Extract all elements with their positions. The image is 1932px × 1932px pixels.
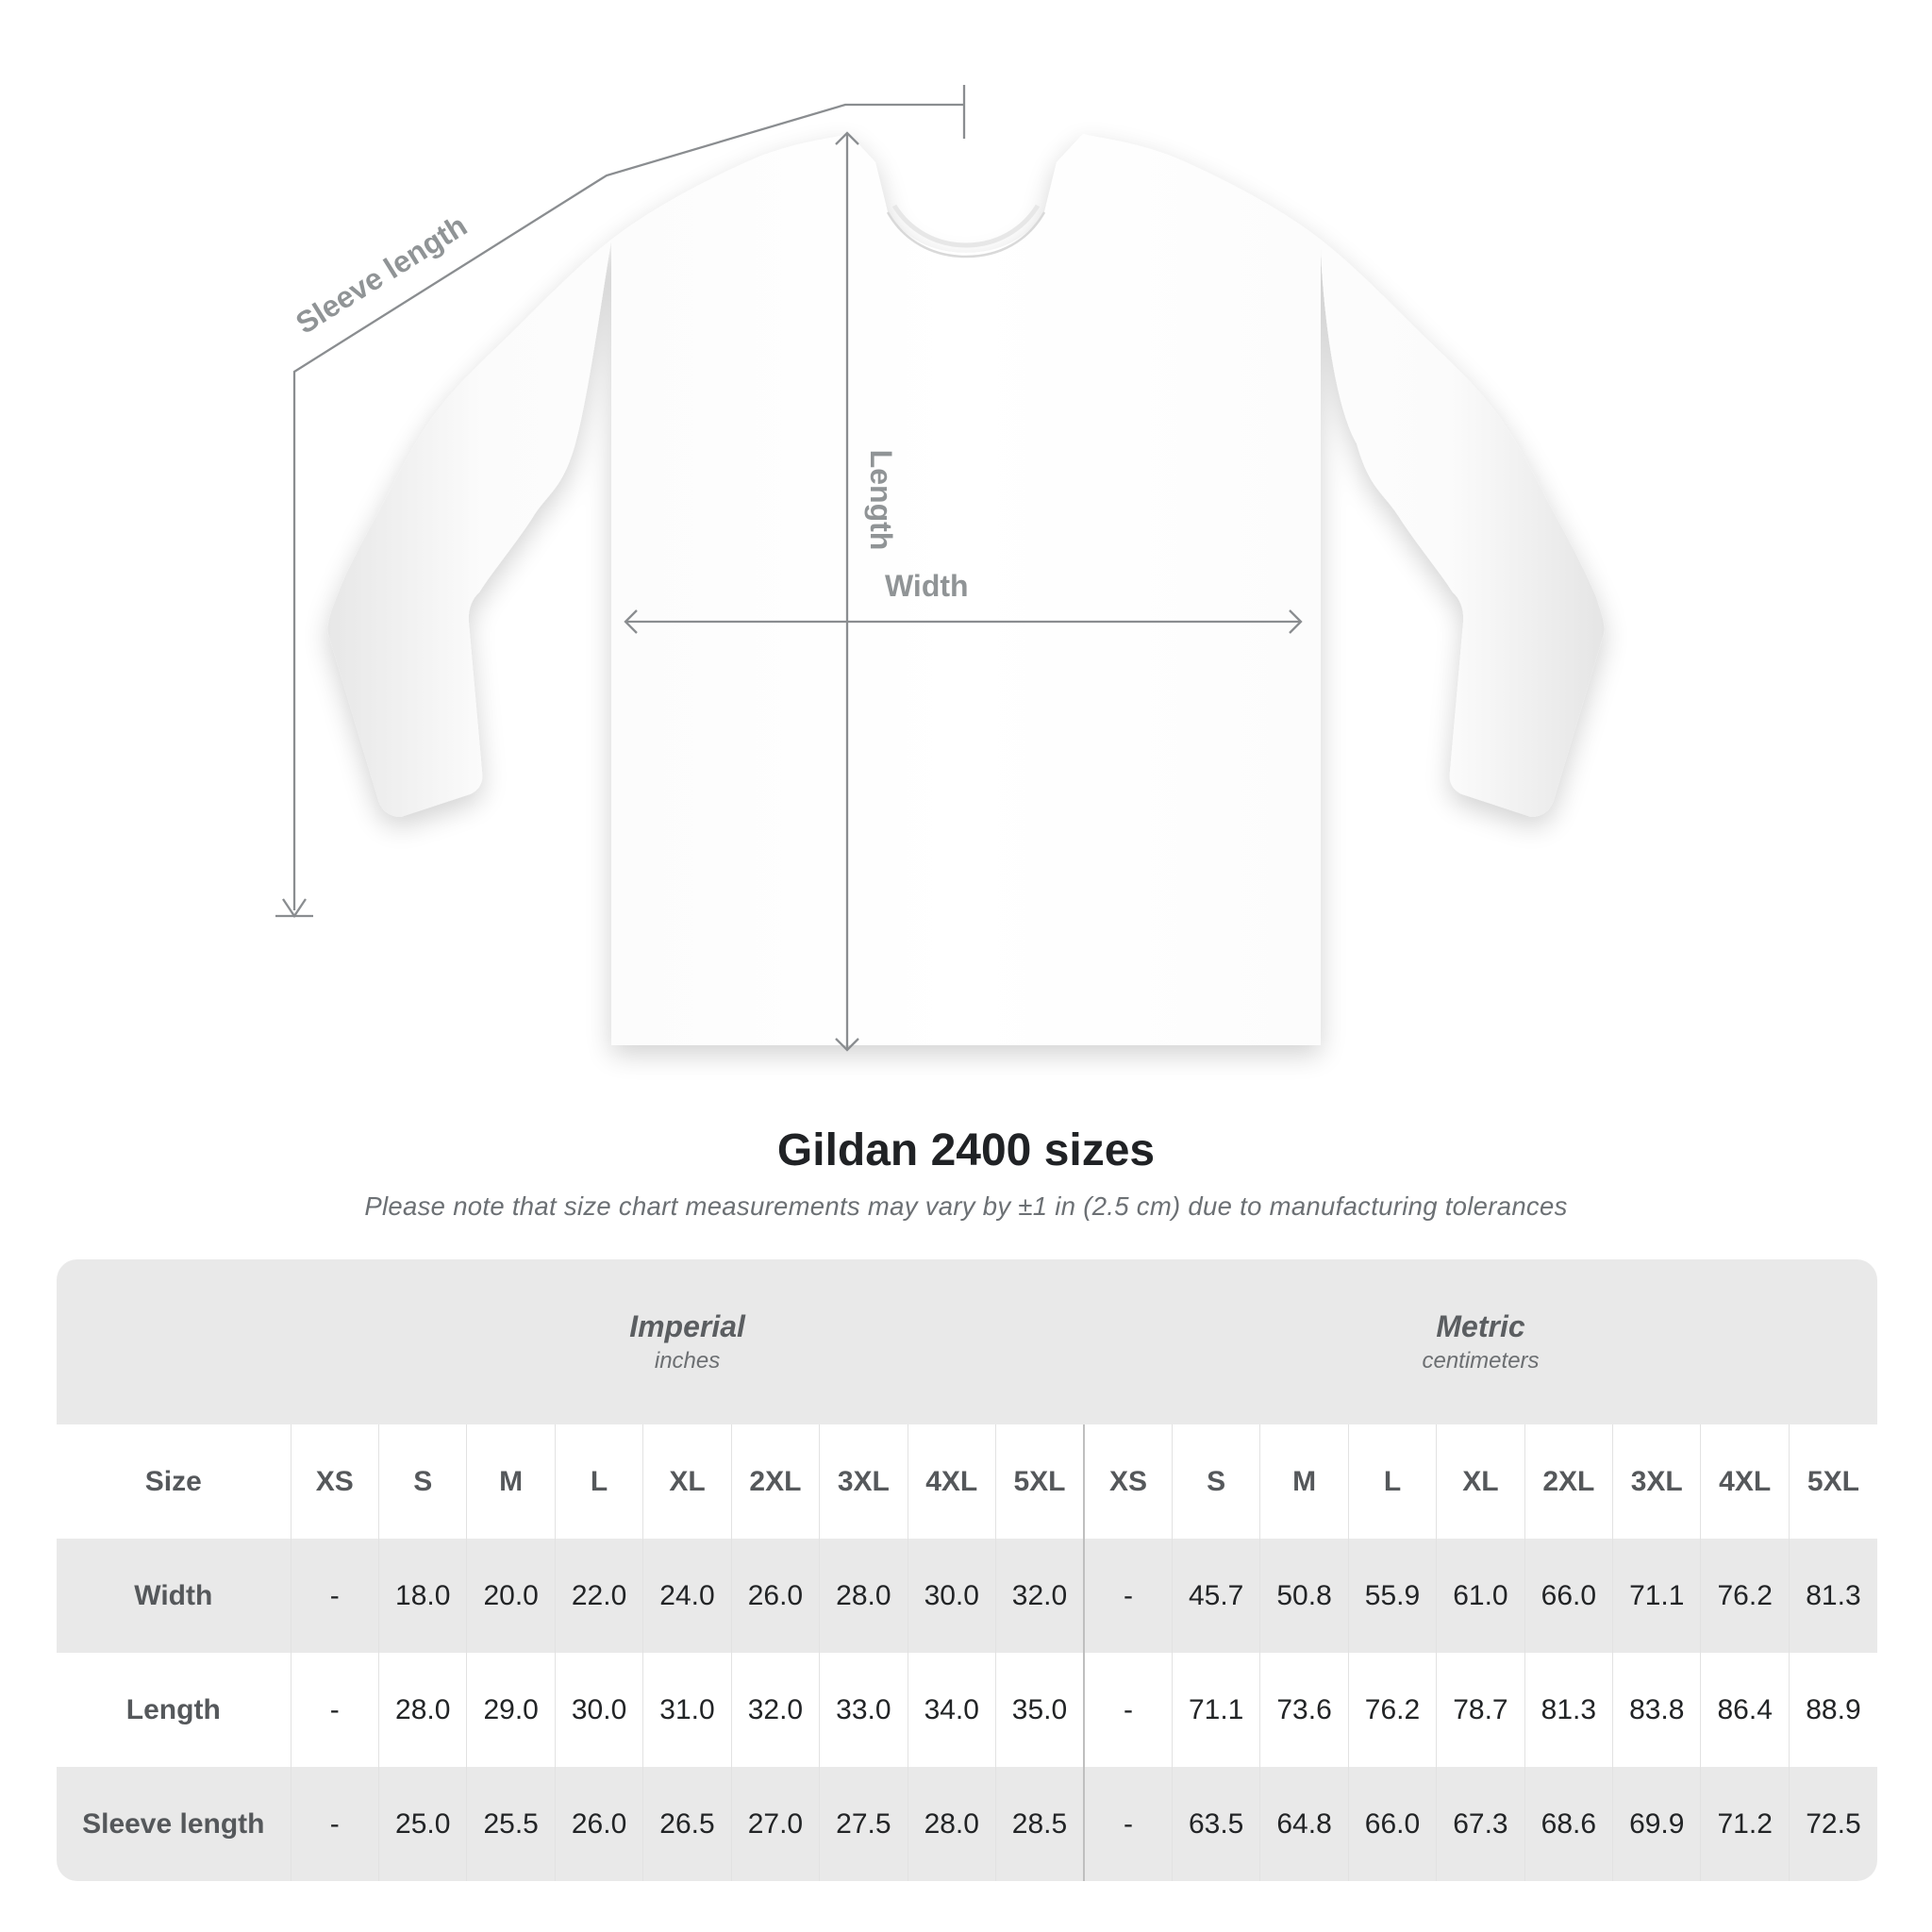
svg-text:Sleeve length: Sleeve length — [290, 208, 473, 341]
svg-text:Length: Length — [864, 450, 898, 551]
svg-text:Width: Width — [885, 569, 969, 603]
